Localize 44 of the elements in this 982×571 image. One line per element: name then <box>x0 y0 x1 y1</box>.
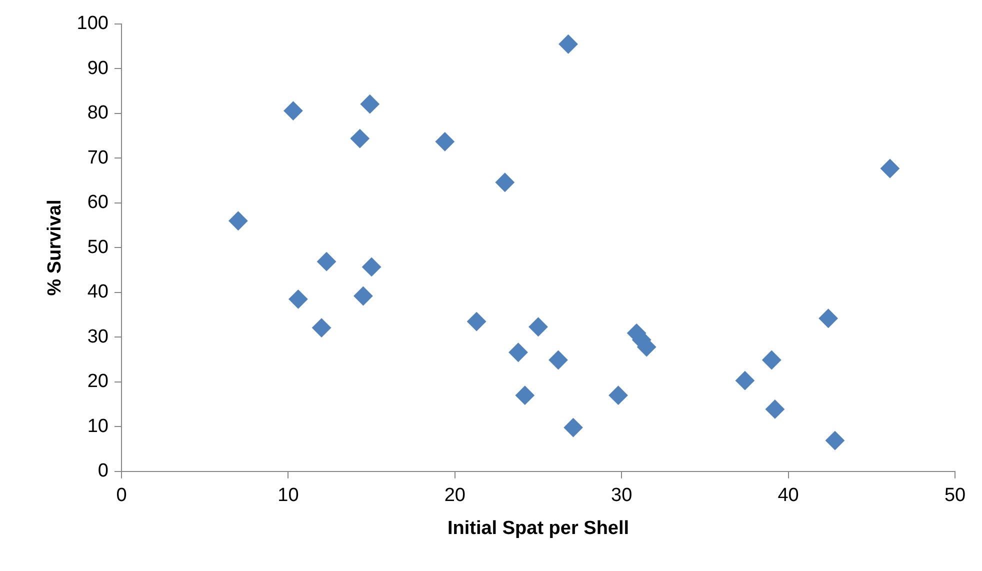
y-tick-label: 10 <box>87 416 108 437</box>
point <box>350 129 370 148</box>
point <box>508 342 528 362</box>
y-axis-title: % Survival <box>44 200 66 296</box>
point <box>312 318 332 338</box>
point <box>495 172 514 192</box>
point <box>825 431 844 450</box>
point <box>435 132 454 152</box>
point <box>558 34 578 54</box>
point <box>288 290 308 309</box>
x-tick-label: 20 <box>444 485 466 506</box>
y-tick-label: 90 <box>87 58 108 79</box>
x-axis-title: Initial Spat per Shell <box>447 518 630 539</box>
y-tick-label: 40 <box>87 282 108 303</box>
y-tick-label: 80 <box>87 102 108 124</box>
point <box>608 386 628 405</box>
point <box>818 308 838 328</box>
x-tick-label: 40 <box>778 485 799 506</box>
x-tick-label: 30 <box>611 485 632 506</box>
y-tick-label: 0 <box>98 460 108 482</box>
point <box>564 418 583 438</box>
point <box>880 159 900 178</box>
point <box>735 371 754 390</box>
y-tick-label: 70 <box>87 147 108 168</box>
point <box>354 286 373 306</box>
y-tick-label: 20 <box>87 371 108 392</box>
x-tick-label: 0 <box>116 485 127 506</box>
point <box>528 317 548 336</box>
point <box>548 350 568 370</box>
y-tick-label: 50 <box>87 236 108 258</box>
y-tick-label: 60 <box>87 192 108 214</box>
point <box>765 400 784 419</box>
point <box>362 257 382 276</box>
point <box>762 350 782 370</box>
x-tick-label: 50 <box>944 485 966 506</box>
point <box>284 101 303 120</box>
y-tick-label: 30 <box>87 326 108 348</box>
point <box>515 386 534 405</box>
point <box>467 312 486 332</box>
x-tick-label: 10 <box>278 485 299 506</box>
y-tick-label: 100 <box>76 13 108 34</box>
point <box>228 211 248 230</box>
point <box>360 94 380 114</box>
point <box>317 252 336 272</box>
